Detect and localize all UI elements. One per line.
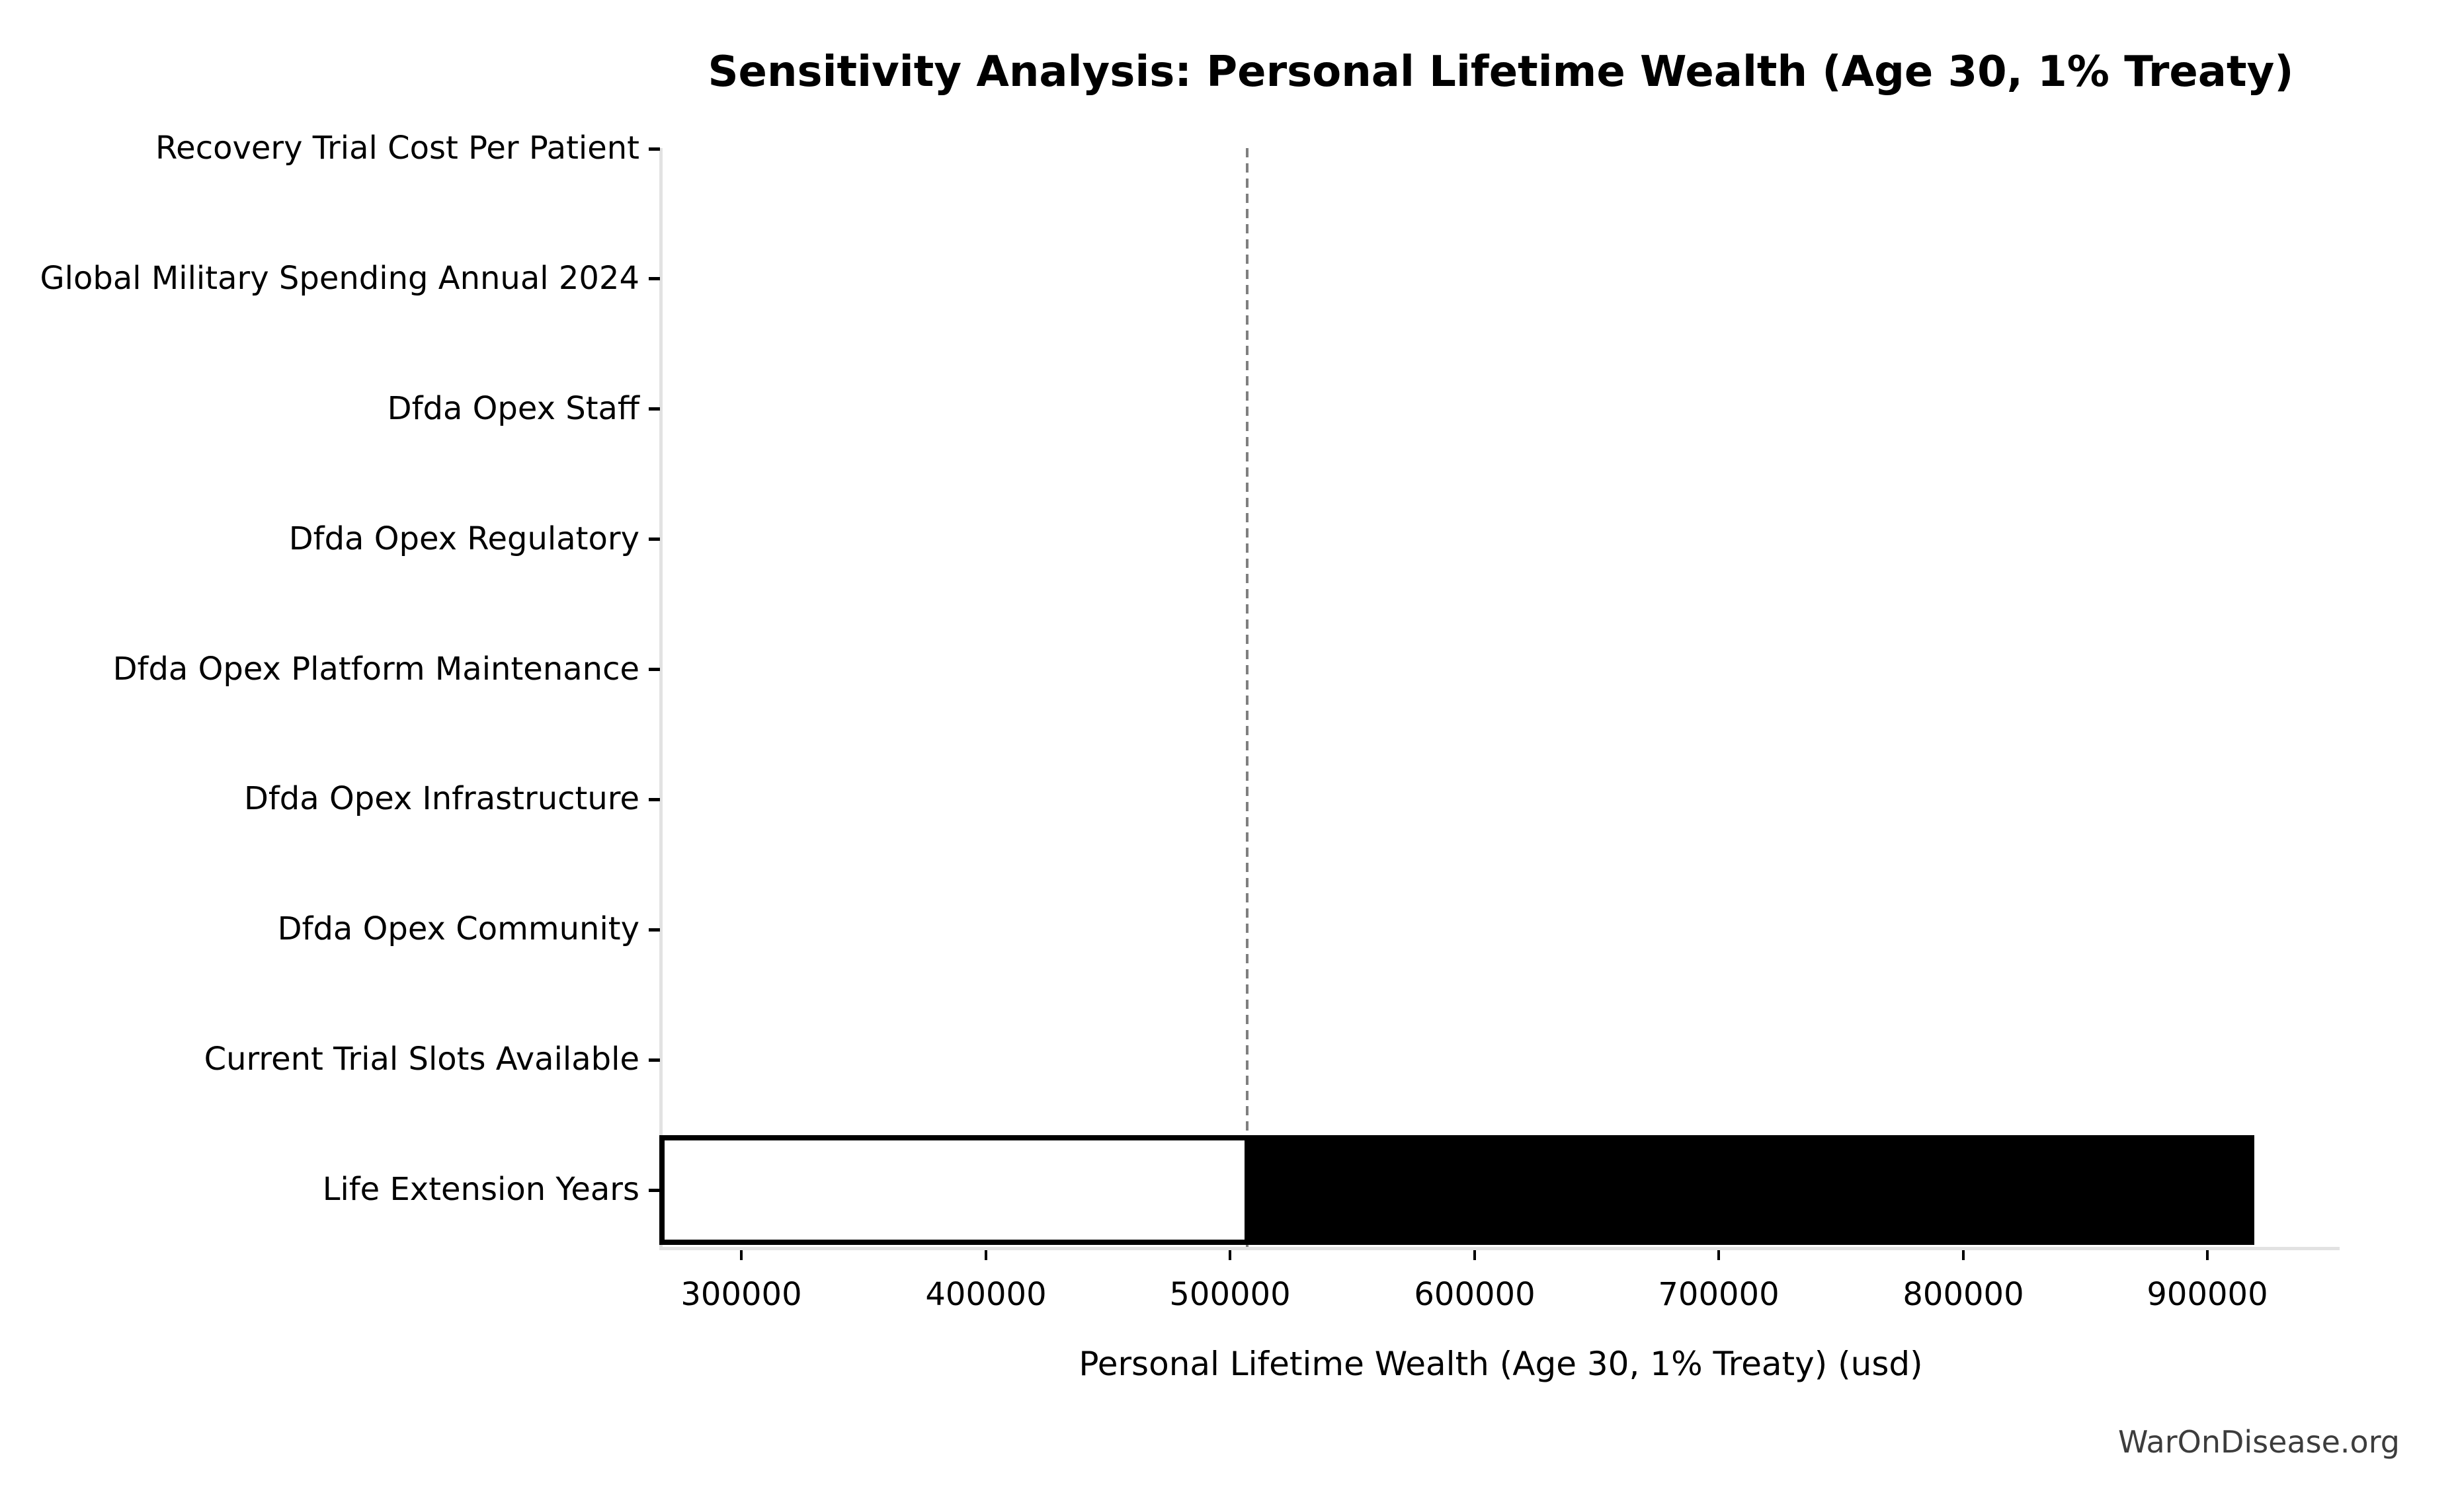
y-tick-label: Dfda Opex Staff — [387, 389, 639, 427]
y-tick-label: Dfda Opex Infrastructure — [243, 780, 639, 818]
y-tick-label: Dfda Opex Platform Maintenance — [112, 650, 639, 688]
x-tick-label: 400000 — [925, 1276, 1047, 1313]
x-axis-spine — [659, 1247, 2340, 1250]
chart-title: Sensitivity Analysis: Personal Lifetime … — [708, 48, 2294, 97]
y-tick-label: Recovery Trial Cost Per Patient — [155, 130, 639, 167]
y-tick — [649, 1058, 660, 1062]
y-tick — [649, 798, 660, 801]
baseline-dashed-line — [1246, 148, 1249, 1247]
x-tick — [1473, 1250, 1476, 1260]
y-tick — [649, 1189, 660, 1192]
x-tick-label: 900000 — [2147, 1276, 2268, 1313]
y-tick-label: Life Extension Years — [322, 1171, 639, 1209]
bar-low-segment — [659, 1135, 1250, 1245]
x-tick — [1229, 1250, 1231, 1260]
y-tick — [649, 928, 660, 932]
bar-high-segment — [1247, 1135, 2254, 1245]
x-tick-label: 700000 — [1658, 1276, 1780, 1313]
x-tick — [1962, 1250, 1965, 1260]
x-tick-label: 600000 — [1414, 1276, 1535, 1313]
x-tick-label: 300000 — [680, 1276, 802, 1313]
y-tick — [649, 147, 660, 151]
x-tick — [2206, 1250, 2209, 1260]
y-tick-label: Current Trial Slots Available — [204, 1041, 639, 1078]
y-axis-spine — [659, 148, 663, 1250]
y-tick — [649, 668, 660, 671]
x-tick — [1717, 1250, 1720, 1260]
x-tick — [740, 1250, 743, 1260]
x-tick — [985, 1250, 987, 1260]
watermark-text: WarOnDisease.org — [2118, 1424, 2400, 1460]
y-tick-label: Dfda Opex Regulatory — [288, 520, 639, 557]
x-axis-label: Personal Lifetime Wealth (Age 30, 1% Tre… — [1079, 1345, 1923, 1383]
y-tick-label: Dfda Opex Community — [277, 910, 639, 948]
y-tick — [649, 537, 660, 541]
x-tick-label: 500000 — [1169, 1276, 1291, 1313]
y-tick — [649, 277, 660, 280]
y-tick — [649, 407, 660, 411]
x-tick-label: 800000 — [1903, 1276, 2024, 1313]
y-tick-label: Global Military Spending Annual 2024 — [40, 260, 639, 298]
